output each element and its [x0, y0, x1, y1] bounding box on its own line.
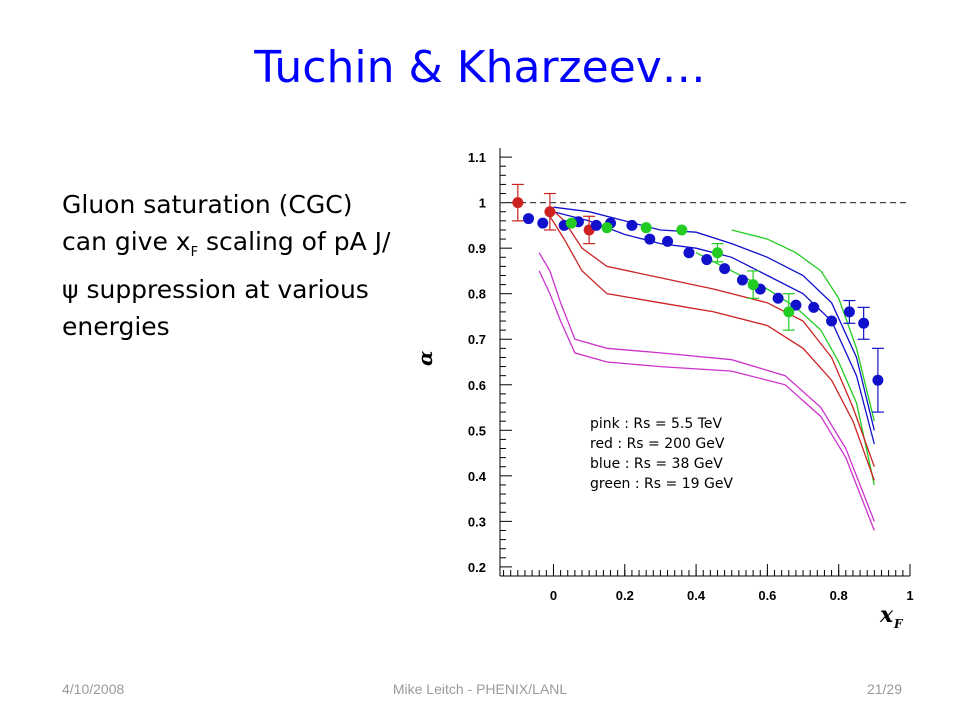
footer-page: 21/29: [866, 681, 902, 697]
bullet-subscript: F: [190, 245, 199, 260]
green-data-point: [711, 247, 723, 259]
blue-data-point: [808, 301, 820, 313]
blue-data-point: [736, 274, 748, 286]
y-tick-label: 0.4: [468, 469, 487, 484]
y-axis-title: α: [413, 351, 437, 366]
x-tick-label: 0.8: [830, 588, 848, 603]
blue-data-point: [872, 374, 884, 386]
red-data-point: [512, 197, 524, 209]
chart: 0.2 0.3 0.4 0.5 0.6 0.7 0.8 0.9 1 1.1 0 0.2 0.4 0.6 0.…: [413, 148, 914, 631]
blue-data-point: [701, 254, 713, 266]
red-curve: [549, 206, 875, 467]
blue-data-point: [826, 315, 838, 327]
x-axis-title: x: [879, 602, 894, 628]
blue-data-point: [537, 217, 549, 229]
green-data-point: [565, 217, 577, 229]
footer-author: Mike Leitch - PHENIX/LANL: [392, 681, 568, 697]
x-tick-label: 0.6: [758, 588, 776, 603]
x-axis-title-subscript: F: [893, 617, 904, 631]
blue-data-point: [644, 233, 656, 245]
pink-curve: [538, 252, 875, 522]
footer-date: 4/10/2008: [62, 681, 125, 697]
blue-data-point: [523, 213, 535, 225]
bullet-part2: scaling of pA J/: [198, 227, 391, 256]
y-tick-label: 1.1: [468, 150, 486, 165]
x-tick-label: 0.4: [687, 588, 706, 603]
x-tick-label: 0.2: [616, 588, 634, 603]
blue-curve: [553, 211, 875, 445]
bullet-part1: Gluon saturation (CGC) can give x: [62, 190, 353, 256]
green-data-point: [783, 306, 795, 318]
green-curve: [695, 252, 875, 486]
red-data-point: [544, 206, 556, 218]
x-tick-label: 1: [906, 588, 913, 603]
y-tick-label: 0.6: [468, 378, 486, 393]
blue-data-point: [719, 263, 731, 275]
bullet-text: Gluon saturation (CGC) can give xF scali…: [62, 186, 402, 345]
legend-entry: pink : Rs = 5.5 TeV: [590, 416, 723, 432]
blue-data-point: [772, 292, 784, 304]
legend-entry: red : Rs = 200 GeV: [590, 436, 725, 452]
green-data-point: [676, 224, 688, 236]
legend-entry: blue : Rs = 38 GeV: [590, 456, 723, 472]
y-tick-label: 0.2: [468, 560, 486, 575]
blue-data-point: [843, 306, 855, 318]
y-tick-label: 0.3: [468, 514, 486, 529]
blue-curve: [553, 206, 875, 431]
green-data-point: [640, 222, 652, 234]
blue-data-point: [590, 219, 602, 231]
y-tick-label: 0.5: [468, 423, 486, 438]
chart-curves: [538, 206, 875, 531]
blue-data-point: [683, 247, 695, 259]
blue-data-point: [790, 299, 802, 311]
red-curve: [549, 215, 875, 481]
x-tick-label: 0: [550, 588, 557, 603]
y-tick-label: 1: [479, 196, 486, 211]
pink-curve: [538, 270, 875, 531]
bullet-part3: suppression at various energies: [62, 275, 369, 341]
blue-data-point: [858, 317, 870, 329]
psi-symbol: ψ: [62, 275, 79, 304]
green-data-point: [747, 279, 759, 291]
green-data-point: [601, 222, 613, 234]
y-tick-label: 0.8: [468, 287, 486, 302]
green-curve: [731, 229, 875, 422]
y-tick-label: 0.7: [468, 332, 486, 347]
chart-axes: 0.2 0.3 0.4 0.5 0.6 0.7 0.8 0.9 1 1.1 0 0.2 0.4 0.6 0.…: [413, 148, 914, 631]
blue-data-point: [626, 219, 638, 231]
legend-entry: green : Rs = 19 GeV: [590, 476, 733, 492]
blue-data-point: [662, 235, 674, 247]
chart-points: [511, 183, 884, 413]
slide-title: Tuchin & Kharzeev…: [254, 42, 706, 93]
chart-legend: pink : Rs = 5.5 TeV red : Rs = 200 GeV blu…: [590, 416, 733, 492]
y-tick-label: 0.9: [468, 241, 486, 256]
